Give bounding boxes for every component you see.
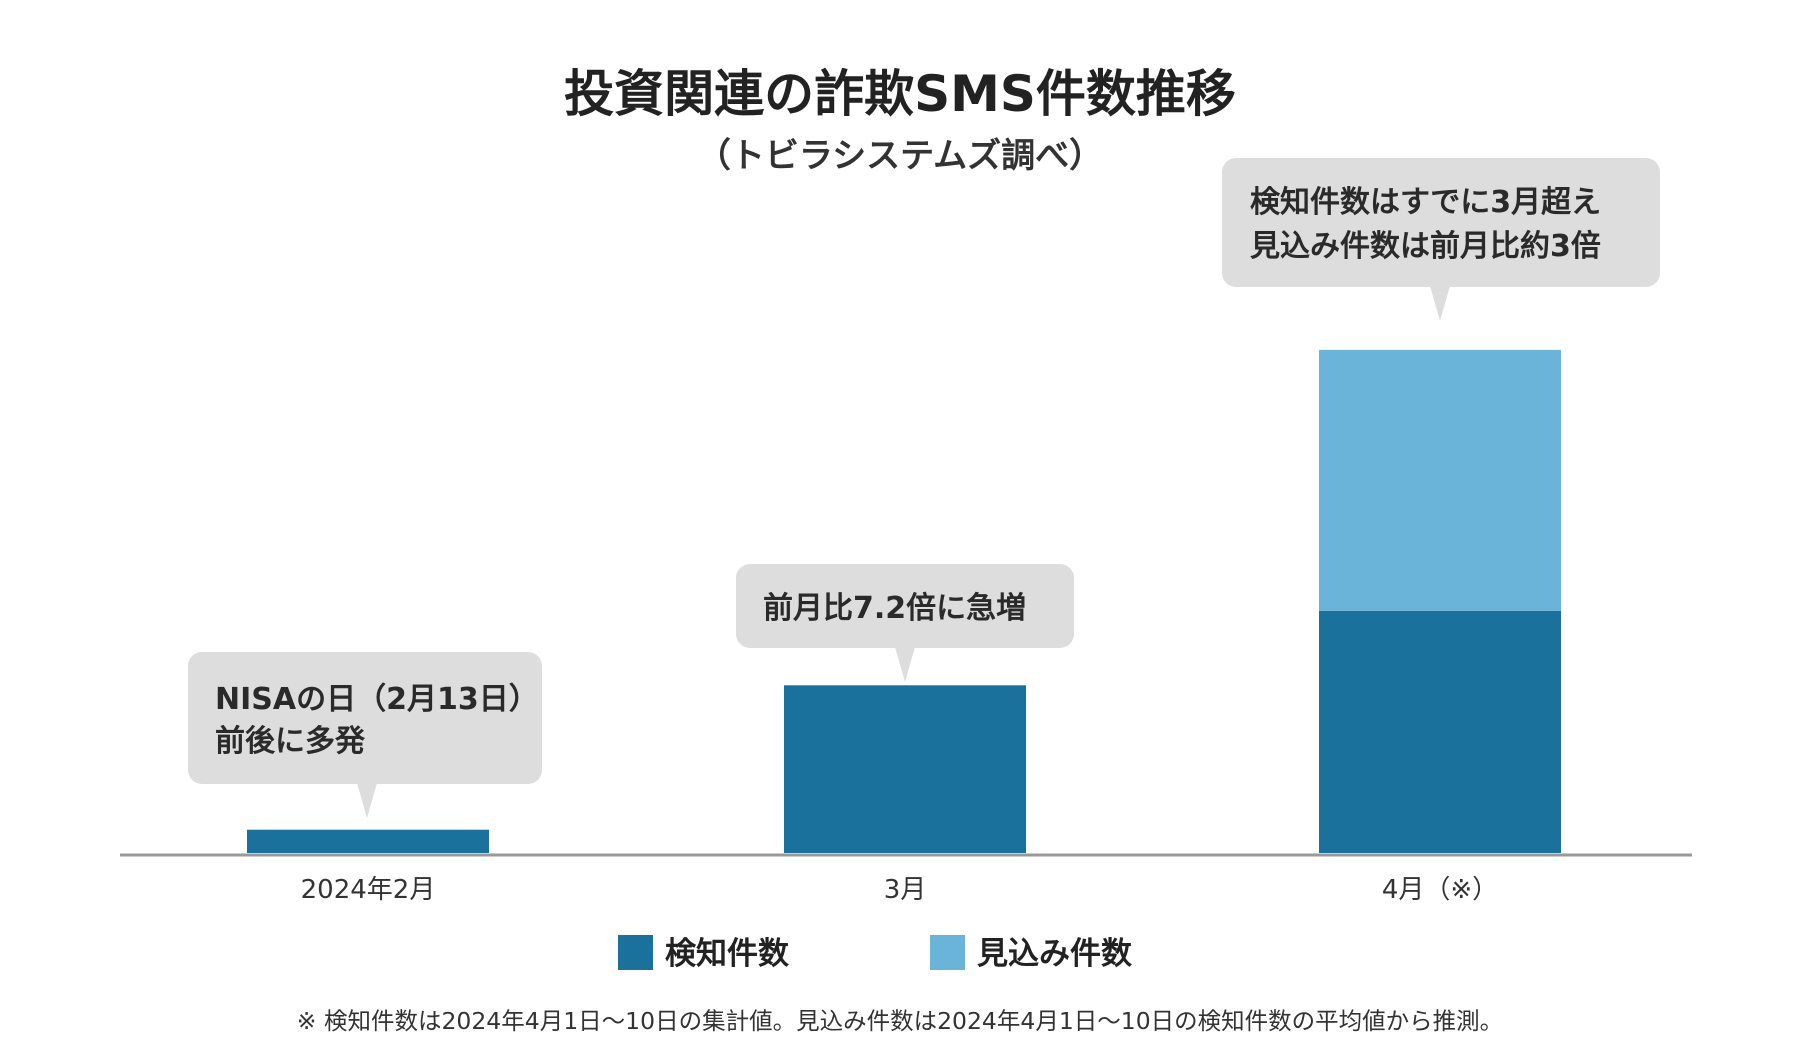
x-axis-tick-labels: 2024年2月 3月 4月（※）	[301, 875, 1499, 905]
callout-pointer-2	[1430, 286, 1450, 321]
callout-text-2-0: 検知件数はすでに3月超え	[1250, 185, 1601, 220]
callout-box-2	[1222, 158, 1660, 287]
bar-estimated-2	[1319, 349, 1561, 611]
callout-text-0-0: NISAの日（2月13日）	[215, 682, 539, 717]
callout-text-1-0: 前月比7.2倍に急増	[763, 591, 1026, 626]
bar-detected-1	[784, 685, 1026, 853]
x-tick-label-2: 4月（※）	[1382, 875, 1498, 905]
legend: 検知件数 見込み件数	[618, 935, 1132, 972]
legend-label-1: 見込み件数	[977, 936, 1132, 972]
bar-detected-0	[247, 829, 489, 853]
callout-box-0	[188, 652, 542, 784]
callout-box-1	[736, 564, 1074, 648]
chart-title: 投資関連の詐欺SMS件数推移	[564, 65, 1236, 123]
legend-swatch-1	[930, 935, 965, 970]
callout-text-2-1: 見込み件数は前月比約3倍	[1250, 229, 1601, 264]
callout-0: NISAの日（2月13日） 前後に多発	[188, 652, 542, 818]
legend-swatch-0	[618, 935, 653, 970]
callout-1: 前月比7.2倍に急増	[736, 564, 1074, 682]
callout-pointer-1	[895, 647, 915, 682]
bar-detected-2	[1319, 610, 1561, 853]
bars-layer	[247, 349, 1561, 853]
x-tick-label-1: 3月	[884, 875, 927, 905]
chart-subtitle: （トビラシステムズ調べ）	[697, 136, 1103, 176]
callouts-layer: NISAの日（2月13日） 前後に多発 前月比7.2倍に急増 検知件数はすでに3月超え…	[188, 158, 1660, 818]
callout-pointer-0	[357, 783, 377, 818]
x-tick-label-0: 2024年2月	[301, 875, 436, 905]
legend-label-0: 検知件数	[665, 936, 789, 972]
footnote: ※ 検知件数は2024年4月1日～10日の集計値。見込み件数は2024年4月1日…	[297, 1007, 1503, 1035]
callout-text-0-1: 前後に多発	[215, 724, 366, 759]
